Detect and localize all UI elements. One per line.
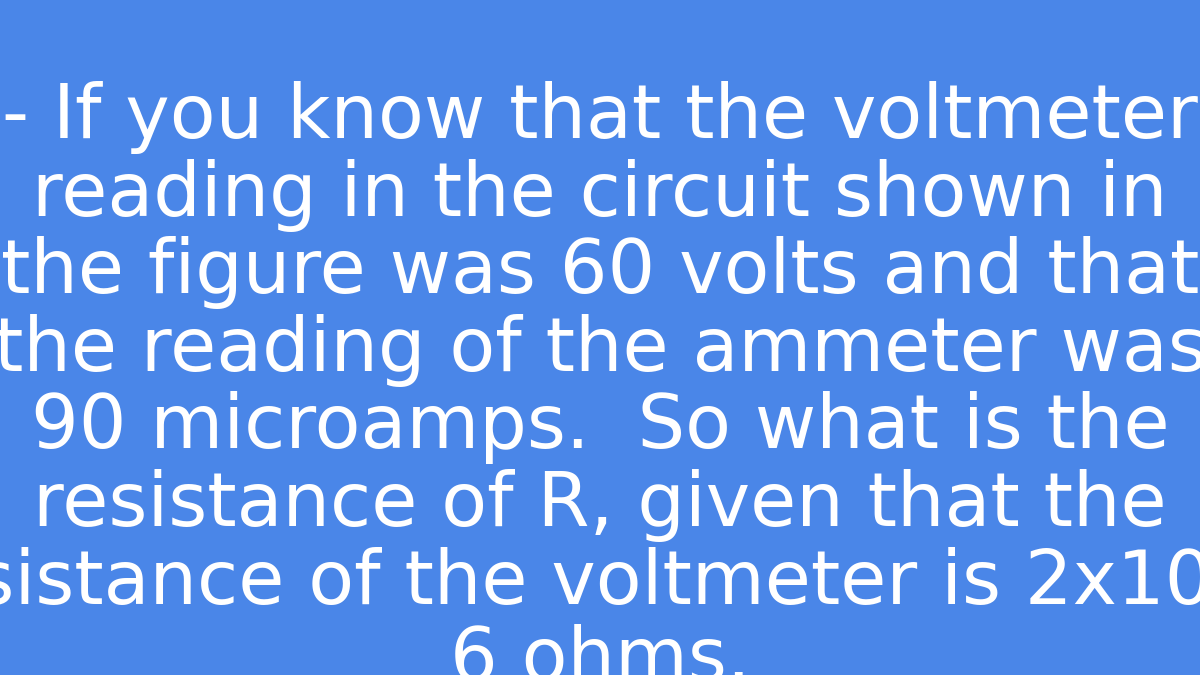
Text: the figure was 60 volts and that: the figure was 60 volts and that [1,236,1199,309]
Text: the reading of the ammeter was: the reading of the ammeter was [0,314,1200,387]
Text: 90 microamps.  So what is the: 90 microamps. So what is the [31,392,1169,464]
Text: resistance of R, given that the: resistance of R, given that the [34,469,1166,542]
Text: reading in the circuit shown in: reading in the circuit shown in [32,159,1168,232]
Text: 6 ohms.: 6 ohms. [450,624,750,675]
Text: - If you know that the voltmeter: - If you know that the voltmeter [2,81,1198,154]
Text: resistance of the voltmeter is 2x10 ^: resistance of the voltmeter is 2x10 ^ [0,547,1200,620]
